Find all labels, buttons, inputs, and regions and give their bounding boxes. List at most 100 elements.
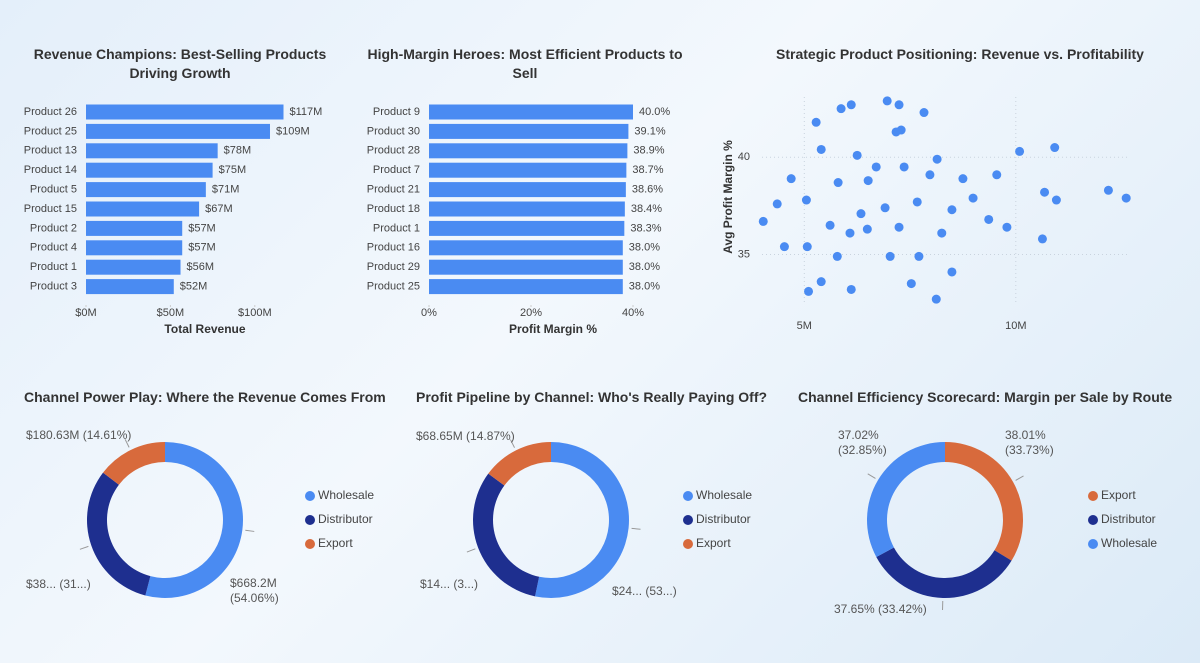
data-label: 38.0%: [629, 281, 660, 293]
point: [779, 242, 789, 252]
data-label: 37.02% (32.85%): [838, 428, 887, 457]
data-label: $14... (3...): [420, 577, 479, 591]
x-tick-label: $0M: [75, 307, 96, 319]
point: [932, 154, 942, 164]
point: [801, 195, 811, 205]
point: [816, 277, 826, 287]
point: [825, 220, 835, 230]
point: [899, 162, 909, 172]
point: [833, 178, 843, 188]
leader-line: [867, 473, 876, 479]
point: [802, 242, 812, 252]
point: [845, 228, 855, 238]
category-label: Product 29: [367, 261, 420, 273]
point: [947, 205, 957, 215]
chart-title: Channel Power Play: Where the Revenue Co…: [24, 389, 386, 405]
y-tick-label: 35: [738, 248, 750, 260]
category-label: Product 5: [30, 184, 77, 196]
data-label: 37.65% (33.42%): [834, 602, 927, 616]
point: [925, 170, 935, 180]
donut-segment: [103, 442, 165, 485]
legend-label: Export: [318, 536, 353, 550]
bar: [86, 201, 200, 217]
leader-line: [510, 439, 515, 448]
x-tick-label: $50M: [157, 307, 185, 319]
point: [894, 100, 904, 110]
point: [912, 197, 922, 207]
leader-line: [466, 548, 476, 553]
point: [914, 251, 924, 261]
point: [937, 228, 947, 238]
donut-segment: [945, 442, 1024, 561]
donut-segment: [145, 442, 243, 598]
legend-label: Distributor: [696, 512, 751, 526]
point: [871, 162, 881, 172]
legend-label: Wholesale: [1101, 536, 1157, 550]
point: [894, 222, 904, 232]
donut-segment: [876, 547, 1012, 599]
category-label: Product 14: [24, 164, 77, 176]
point: [931, 294, 941, 304]
point: [846, 100, 856, 110]
donut-segment: [488, 442, 551, 486]
bar: [86, 123, 270, 139]
category-label: Product 26: [24, 106, 77, 118]
leader-line: [124, 439, 130, 448]
chart-title: Strategic Product Positioning: Revenue v…: [776, 46, 1144, 62]
bar: [86, 259, 181, 275]
leader-line: [631, 527, 641, 530]
point: [816, 144, 826, 154]
legend-label: Wholesale: [318, 488, 374, 502]
data-label: $57M: [188, 242, 216, 254]
leader-line: [1015, 475, 1024, 481]
category-label: Product 7: [373, 164, 420, 176]
bar: [86, 143, 218, 159]
category-label: Product 28: [367, 145, 420, 157]
point: [811, 117, 821, 127]
category-label: Product 2: [30, 222, 77, 234]
bar: [86, 182, 206, 198]
point: [992, 170, 1002, 180]
y-axis-title: Avg Profit Margin %: [721, 140, 735, 254]
data-label: $78M: [224, 145, 252, 157]
point: [885, 251, 895, 261]
point: [832, 251, 842, 261]
donut-segment: [86, 472, 151, 596]
point: [863, 176, 873, 186]
category-label: Product 25: [24, 125, 77, 137]
point: [786, 174, 796, 184]
bar: [429, 162, 627, 178]
category-label: Product 9: [373, 106, 420, 118]
legend-label: Wholesale: [696, 488, 752, 502]
legend-marker: [305, 491, 315, 501]
x-axis-title: Profit Margin %: [509, 322, 597, 336]
data-label: $71M: [212, 184, 240, 196]
category-label: Product 15: [24, 203, 77, 215]
x-tick-label: 5M: [797, 320, 812, 332]
data-label: $52M: [180, 281, 208, 293]
bar: [429, 123, 629, 139]
x-tick-label: $100M: [238, 307, 272, 319]
data-label: 38.01% (33.73%): [1005, 428, 1054, 457]
category-label: Product 1: [373, 222, 420, 234]
point: [1103, 185, 1113, 195]
legend-marker: [683, 491, 693, 501]
donut-segment: [535, 442, 629, 598]
chart-title: High-Margin Heroes: Most Efficient Produ…: [367, 46, 683, 81]
data-label: $117M: [289, 106, 322, 118]
data-label: $67M: [205, 203, 233, 215]
point: [836, 104, 846, 114]
category-label: Product 1: [30, 261, 77, 273]
category-label: Product 16: [367, 242, 420, 254]
data-label: $668.2M (54.06%): [230, 576, 279, 605]
data-label: $68.65M (14.87%): [416, 429, 515, 443]
legend-marker: [1088, 539, 1098, 549]
legend-marker: [1088, 491, 1098, 501]
category-label: Product 13: [24, 145, 77, 157]
legend-marker: [1088, 515, 1098, 525]
bar: [429, 201, 625, 217]
legend-marker: [305, 515, 315, 525]
data-label: 38.0%: [629, 242, 660, 254]
